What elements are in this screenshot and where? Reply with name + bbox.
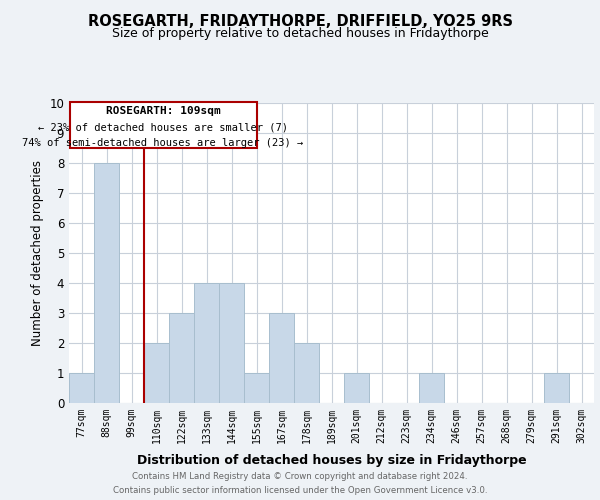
Bar xyxy=(69,372,94,402)
Bar xyxy=(194,282,219,403)
Bar xyxy=(219,282,244,403)
FancyBboxPatch shape xyxy=(70,102,257,148)
Text: Contains public sector information licensed under the Open Government Licence v3: Contains public sector information licen… xyxy=(113,486,487,495)
Bar xyxy=(344,372,369,402)
Bar xyxy=(94,162,119,402)
Bar xyxy=(269,312,294,402)
Text: ROSEGARTH, FRIDAYTHORPE, DRIFFIELD, YO25 9RS: ROSEGARTH, FRIDAYTHORPE, DRIFFIELD, YO25… xyxy=(88,14,512,29)
Text: Contains HM Land Registry data © Crown copyright and database right 2024.: Contains HM Land Registry data © Crown c… xyxy=(132,472,468,481)
Bar xyxy=(169,312,194,402)
Text: Size of property relative to detached houses in Fridaythorpe: Size of property relative to detached ho… xyxy=(112,28,488,40)
Text: 74% of semi-detached houses are larger (23) →: 74% of semi-detached houses are larger (… xyxy=(22,138,304,148)
Text: ROSEGARTH: 109sqm: ROSEGARTH: 109sqm xyxy=(106,106,220,116)
Bar xyxy=(544,372,569,402)
X-axis label: Distribution of detached houses by size in Fridaythorpe: Distribution of detached houses by size … xyxy=(137,454,526,466)
Bar xyxy=(294,342,319,402)
Bar xyxy=(144,342,169,402)
Bar xyxy=(244,372,269,402)
Text: ← 23% of detached houses are smaller (7): ← 23% of detached houses are smaller (7) xyxy=(38,122,288,132)
Y-axis label: Number of detached properties: Number of detached properties xyxy=(31,160,44,346)
Bar xyxy=(419,372,444,402)
